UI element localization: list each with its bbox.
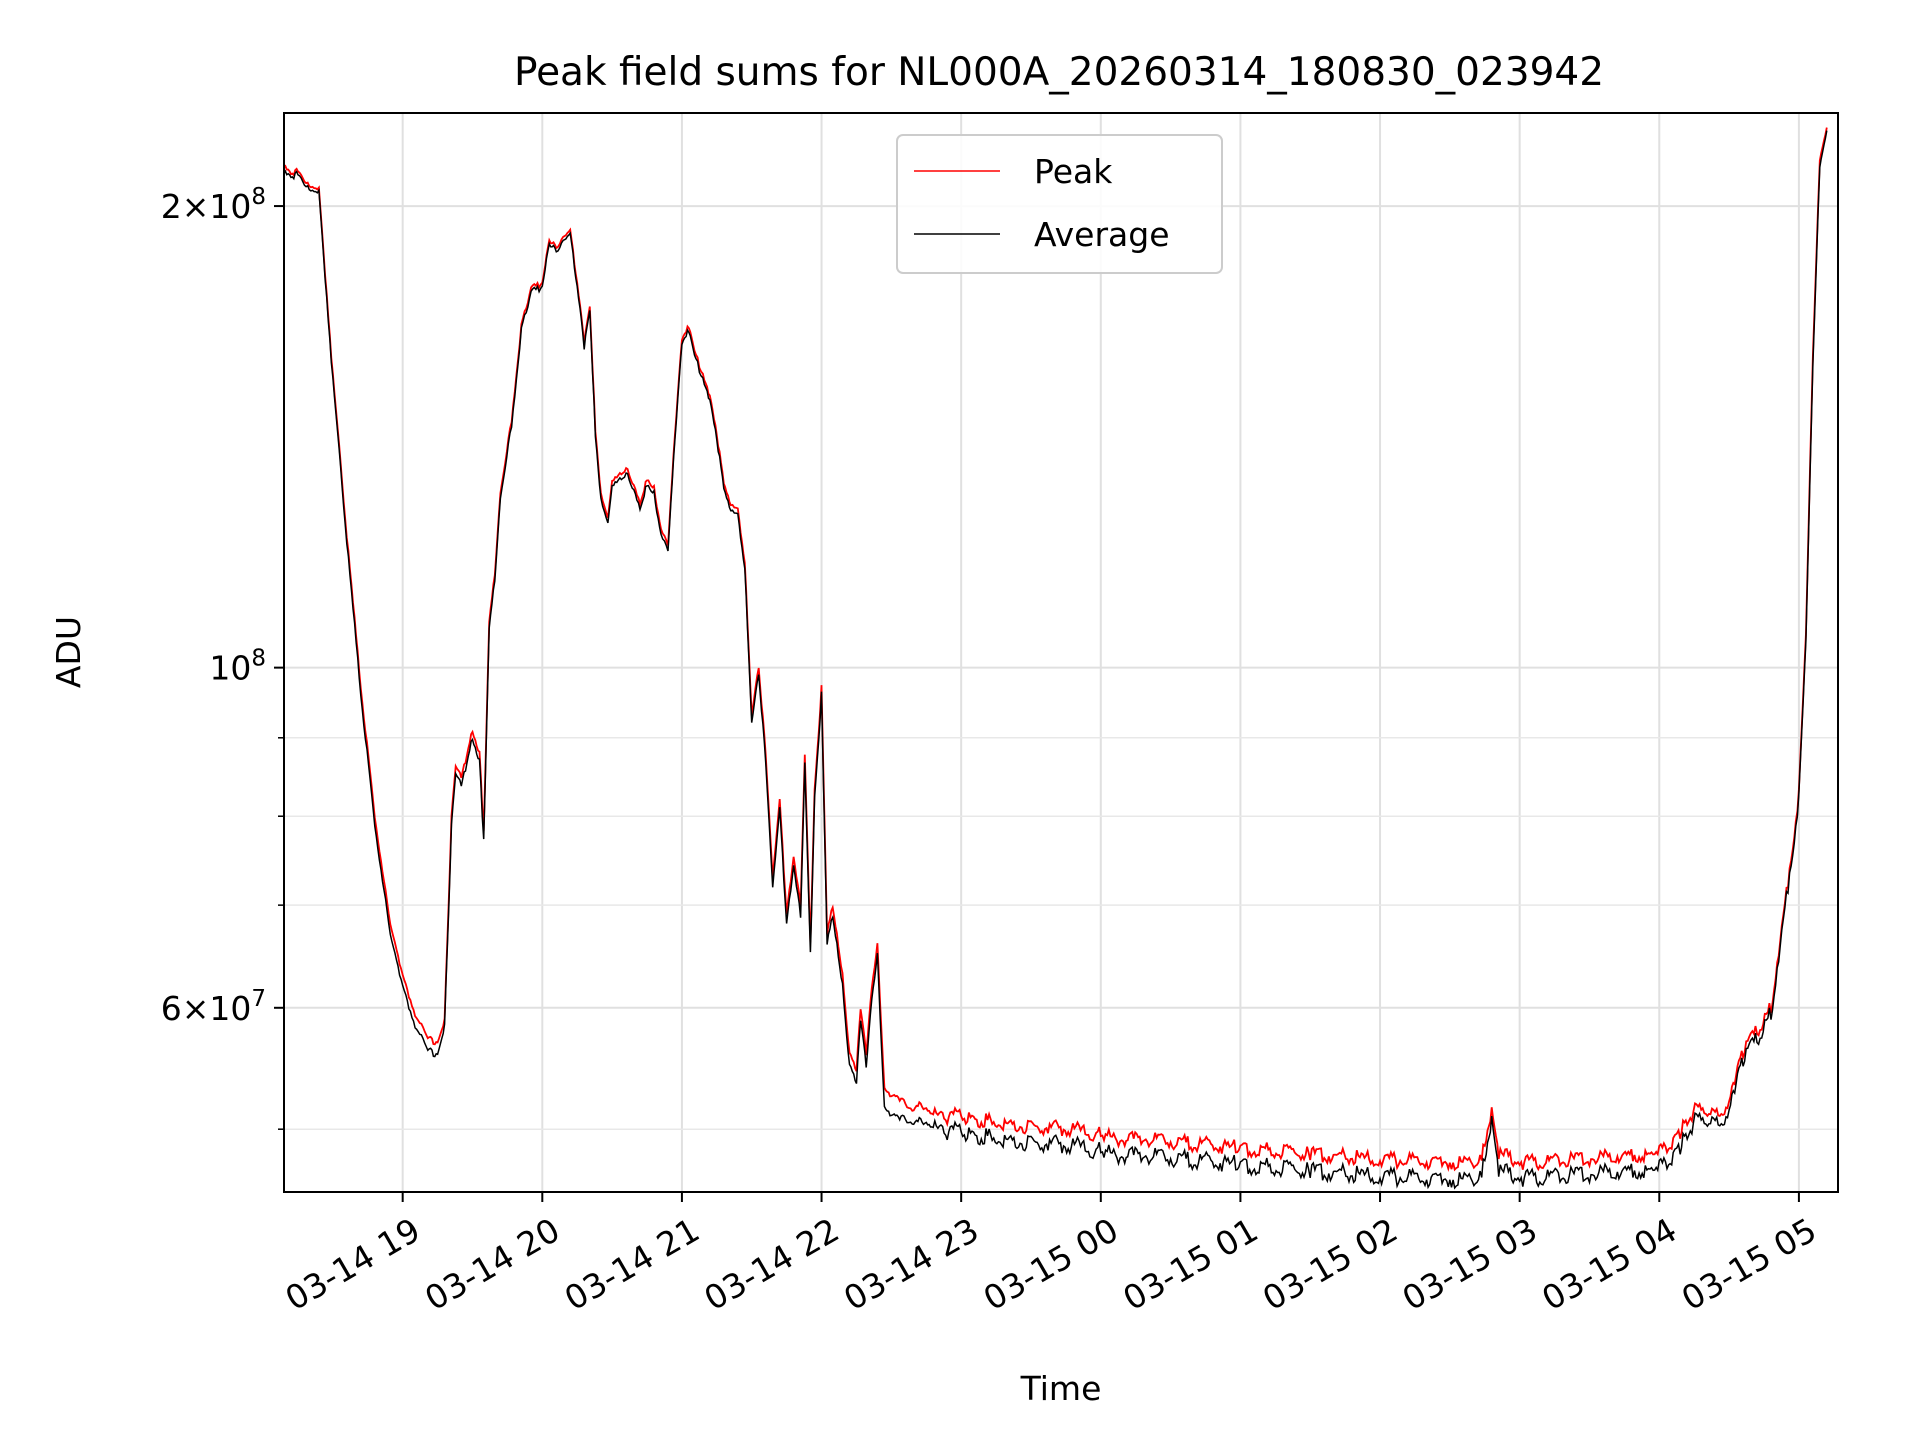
y-tick-label: 108 (209, 646, 266, 688)
y-axis: 6×107 108 2×108 (161, 184, 284, 1130)
average-series-line (284, 130, 1828, 1190)
legend-average-label: Average (1034, 215, 1170, 254)
legend-box (896, 134, 1223, 274)
peak-series-line (284, 127, 1828, 1173)
y-tick-label: 2×108 (161, 184, 266, 226)
legend: Peak Average (896, 134, 1223, 274)
y-tick-label: 6×107 (161, 986, 266, 1028)
plot-lines (284, 127, 1828, 1190)
plot-frame (283, 112, 1839, 1193)
legend-peak-label: Peak (1034, 152, 1113, 191)
chart-title: Peak field sums for NL000A_20260314_1808… (514, 50, 1604, 95)
y-axis-label: ADU (49, 616, 88, 688)
x-axis-label: Time (1020, 1369, 1102, 1408)
